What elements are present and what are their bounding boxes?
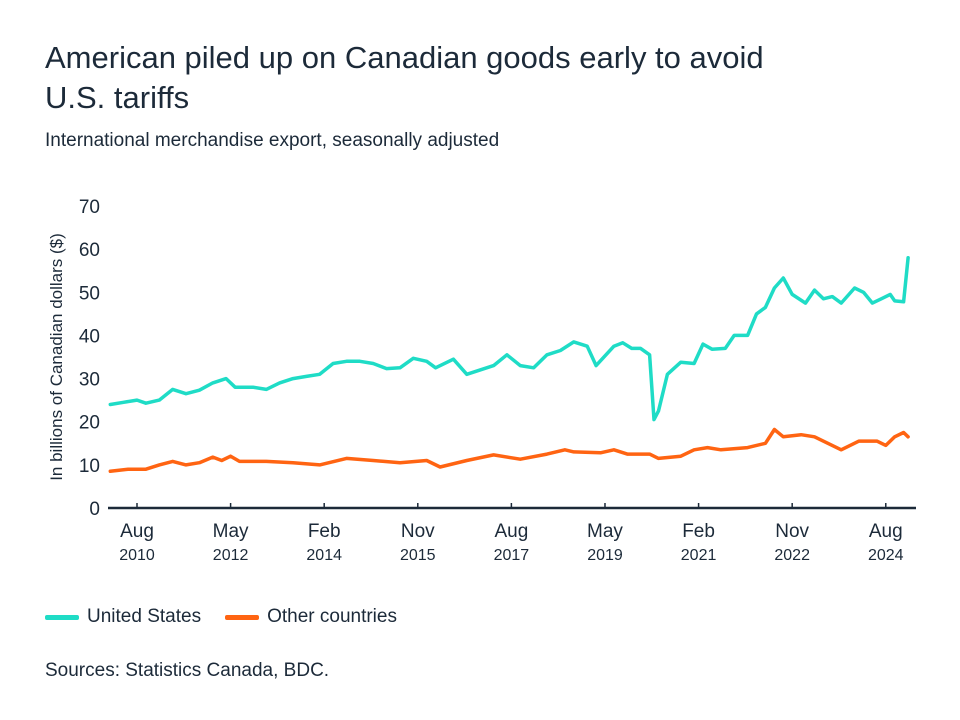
y-tick-label: 10	[79, 456, 100, 477]
y-tick-label: 70	[79, 197, 100, 218]
y-tick-label: 20	[79, 413, 100, 434]
x-tick-month: Feb	[308, 521, 341, 542]
legend-swatch-united-states	[45, 614, 79, 620]
x-tick-year: 2019	[587, 547, 623, 564]
legend-item-other-countries: Other countries	[225, 606, 397, 628]
x-tick-year: 2022	[774, 547, 810, 564]
x-tick-month: Nov	[401, 521, 435, 542]
y-tick-label: 50	[79, 283, 100, 304]
x-tick-month: Aug	[120, 521, 154, 542]
x-tick-year: 2024	[868, 547, 904, 564]
x-tick-month: May	[213, 521, 249, 542]
x-tick-month: May	[587, 521, 623, 542]
x-tick-month: Aug	[494, 521, 528, 542]
x-tick-year: 2012	[213, 547, 249, 564]
y-tick-label: 0	[89, 499, 100, 520]
series-line-other-countries	[108, 427, 910, 474]
x-tick-year: 2014	[306, 547, 342, 564]
x-tick-month: Feb	[682, 521, 715, 542]
x-tick-year: 2017	[494, 547, 530, 564]
series-line-united-states	[108, 256, 910, 422]
x-tick-year: 2010	[119, 547, 155, 564]
x-tick-year: 2021	[681, 547, 717, 564]
x-tick-month: Nov	[775, 521, 809, 542]
legend-swatch-other-countries	[225, 614, 260, 620]
y-tick-label: 40	[79, 326, 100, 347]
x-tick-month: Aug	[869, 521, 903, 542]
y-axis-label: In billions of Canadian dollars ($)	[47, 233, 66, 481]
legend-item-united-states: United States	[45, 606, 201, 628]
source-note: Sources: Statistics Canada, BDC.	[45, 660, 330, 681]
chart-title: American piled up on Canadian goods earl…	[45, 40, 764, 115]
y-tick-label: 60	[79, 240, 100, 261]
legend-label: Other countries	[267, 606, 397, 627]
chart-subtitle: International merchandise export, season…	[45, 130, 500, 151]
legend-label: United States	[87, 606, 202, 627]
y-tick-label: 30	[79, 370, 100, 391]
legend: United States Other countries	[45, 606, 397, 628]
x-tick-year: 2015	[400, 547, 436, 564]
